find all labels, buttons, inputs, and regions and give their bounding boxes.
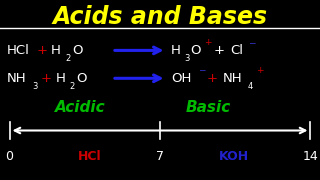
Text: OH: OH xyxy=(171,72,192,85)
Text: 14: 14 xyxy=(302,150,318,163)
Text: Basic: Basic xyxy=(185,100,231,116)
Text: 3: 3 xyxy=(32,82,37,91)
Text: KOH: KOH xyxy=(219,150,249,163)
Text: +: + xyxy=(206,72,217,85)
Text: NH: NH xyxy=(222,72,242,85)
Text: Acids and Bases: Acids and Bases xyxy=(52,5,268,29)
Text: +: + xyxy=(37,44,48,57)
Text: H: H xyxy=(51,44,61,57)
Text: H: H xyxy=(56,72,66,85)
Text: O: O xyxy=(76,72,86,85)
Text: 2: 2 xyxy=(70,82,75,91)
Text: O: O xyxy=(190,44,201,57)
Text: −: − xyxy=(248,38,255,47)
Text: +: + xyxy=(204,38,211,47)
Text: +: + xyxy=(41,72,52,85)
Text: 3: 3 xyxy=(184,54,189,63)
Text: Acidic: Acidic xyxy=(55,100,105,116)
Text: −: − xyxy=(198,66,205,75)
Text: 7: 7 xyxy=(156,150,164,163)
Text: 0: 0 xyxy=(5,150,13,163)
Text: 2: 2 xyxy=(66,54,71,63)
Text: H: H xyxy=(171,44,181,57)
Text: +: + xyxy=(256,66,263,75)
Text: Cl: Cl xyxy=(230,44,244,57)
Text: +: + xyxy=(214,44,225,57)
Text: O: O xyxy=(72,44,83,57)
Text: NH: NH xyxy=(6,72,26,85)
Text: HCl: HCl xyxy=(78,150,101,163)
Text: HCl: HCl xyxy=(6,44,29,57)
Text: 4: 4 xyxy=(248,82,253,91)
